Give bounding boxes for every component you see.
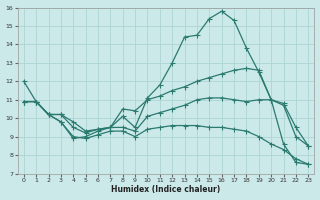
X-axis label: Humidex (Indice chaleur): Humidex (Indice chaleur) (111, 185, 221, 194)
